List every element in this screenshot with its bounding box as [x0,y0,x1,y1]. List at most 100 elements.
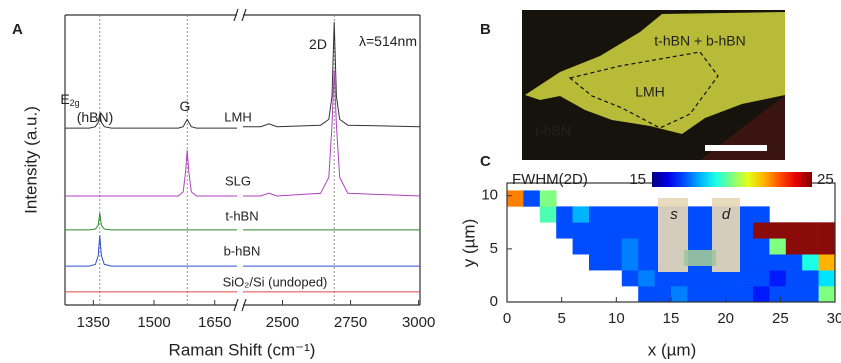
device-contact [658,198,688,272]
heatmap-cell [769,270,787,287]
y-tick-label: 10 [481,187,498,204]
annotation: E2g [60,91,79,109]
heatmap-cell [654,270,672,287]
device-channel [684,250,716,266]
heatmap-cell [753,254,770,271]
panel-label: C [480,153,491,170]
heatmap-cell [687,206,705,223]
heatmap-cell [671,270,688,287]
x-tick-label: 3000 [402,314,435,331]
x-tick-label: 1500 [137,314,170,331]
heatmap-cell [818,254,836,271]
y-tick-label: 0 [490,293,498,310]
flake [525,12,785,134]
x-axis-title: Raman Shift (cm⁻¹) [169,340,316,359]
annotation-text: (hBN) [77,109,114,125]
heatmap-cell [638,206,655,223]
spectrum [65,213,420,231]
heatmap-cell [654,286,672,302]
heatmap-cell [802,270,819,287]
colorbar-tick-label: 15 [629,171,646,188]
heatmap-cell [572,222,590,239]
heatmap-cell [753,238,770,255]
heatmap-cell [818,238,836,255]
heatmap-cell [638,286,655,302]
y-axis-title: y (µm) [459,219,478,268]
heatmap-cell [687,222,705,239]
heatmap-cell [736,254,754,271]
heatmap-cell [785,254,803,271]
heatmap-cell [736,206,754,223]
annotation: (hBN) [77,109,114,125]
x-tick-label: 20 [717,310,734,327]
annotation-text: 2D [309,36,327,52]
heatmap-cell [572,238,590,255]
image-label: t-hBN [535,123,571,139]
heatmap-cell [589,206,606,223]
heatmap-cell [556,206,573,223]
heatmap-cell [818,270,836,287]
heatmap-cell [753,222,770,239]
annotation-text: λ=514nm [359,33,417,49]
heatmap-cell [589,222,606,239]
heatmap-cell [507,190,524,207]
heatmap-cell [753,270,770,287]
series-label: b-hBN [224,243,261,258]
image-label: LMH [635,84,665,100]
x-tick-label: 5 [557,310,565,327]
heatmap-cell [589,238,606,255]
x-tick-label: 1350 [77,314,110,331]
series-label: LMH [224,109,251,124]
heatmap-cell [769,222,787,239]
annotation: G [180,98,191,114]
heatmap-cell [818,222,836,239]
heatmap-cell [703,270,721,287]
panel-label: A [12,21,23,38]
x-tick-label: 1650 [198,314,231,331]
heatmap-cell [736,270,754,287]
heatmap-cell [621,206,639,223]
device-contact [712,198,740,272]
scale-bar [705,145,767,151]
device-label: d [722,206,731,223]
heatmap-cell [785,286,803,302]
heatmap-cell [556,222,573,239]
y-axis-title: Intensity (a.u.) [21,106,40,214]
axis-break [241,298,247,312]
heatmap-cell [687,270,705,287]
annotation: λ=514nm [359,33,417,49]
heatmap-cell [703,286,721,302]
x-tick-label: 10 [608,310,625,327]
heatmap-cell [589,254,606,271]
axis-break [233,298,239,312]
heatmap-cell [720,286,737,302]
heatmap-cell [671,286,688,302]
heatmap-cell [621,222,639,239]
heatmap-cell [638,222,655,239]
x-axis-title: x (µm) [648,340,697,359]
x-tick-label: 0 [503,310,511,327]
axis-break [241,8,247,22]
lmh-outline [568,51,719,129]
colorbar-label: FWHM(2D) [512,171,588,188]
heatmap-cell [621,270,639,287]
heatmap-cell [539,206,557,223]
heatmap-cell [687,286,705,302]
heatmap-cell [638,270,655,287]
axis-break [233,8,239,22]
heatmap-cell [802,222,819,239]
x-tick-label: 2750 [334,314,367,331]
heatmap-cell [802,238,819,255]
annotation-text: E [60,91,69,107]
x-tick-label: 25 [772,310,789,327]
heatmap-cell [753,206,770,223]
heatmap-cell [605,254,623,271]
heatmap-cell [753,286,770,302]
annotation: 2D [309,36,327,52]
heatmap-cell [736,286,754,302]
colorbar [652,172,812,187]
heatmap-cell [802,286,819,302]
heatmap-cell [802,254,819,271]
